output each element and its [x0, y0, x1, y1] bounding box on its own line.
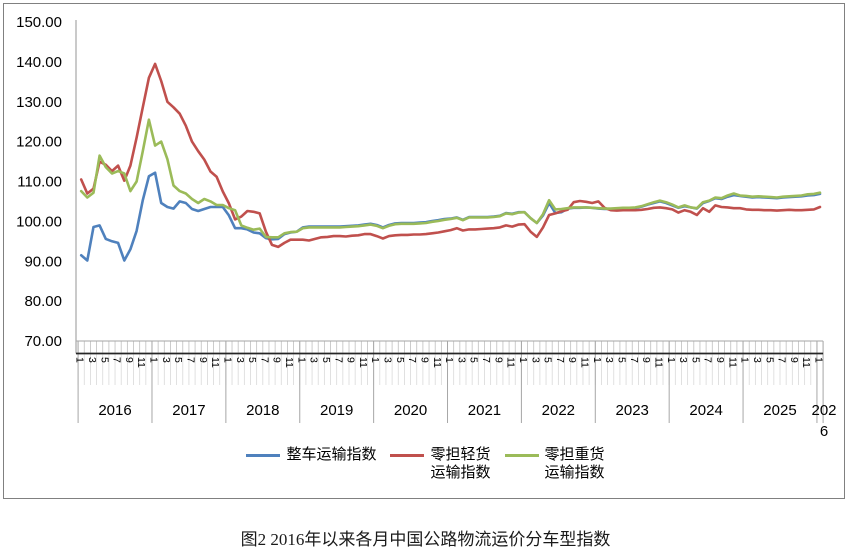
y-axis-label: 100.00	[16, 213, 62, 230]
x-year-label: 2023	[616, 402, 649, 419]
series-line-ltl-light	[79, 62, 822, 249]
x-month-label: 7	[628, 357, 640, 363]
x-year-label: 2019	[320, 402, 353, 419]
x-month-label: 9	[197, 357, 209, 363]
x-month-label: 9	[714, 357, 726, 363]
x-month-label: 5	[98, 357, 110, 363]
x-month-label: 1	[739, 357, 751, 363]
legend-item-ftl-index: 整车运输指数	[246, 446, 376, 482]
y-axis-label: 110.00	[17, 174, 62, 191]
x-month-label: 11	[800, 357, 812, 368]
x-month-label: 9	[418, 357, 430, 363]
x-year-label: 2017	[172, 402, 205, 419]
vehicle-type-index-chart: 150.00 140.00 130.00 120.00 110.00 100.00 90.0…	[3, 3, 845, 499]
x-month-label: 9	[566, 357, 578, 363]
legend-label-ltl-light: 零担轻货 运输指数	[430, 446, 491, 481]
x-month-label: 7	[406, 357, 418, 363]
x-month-label: 7	[111, 357, 123, 363]
chart-frame	[3, 3, 845, 499]
x-year-label: 2025	[763, 402, 796, 419]
x-month-label: 5	[542, 357, 554, 363]
x-month-label: 1	[148, 357, 160, 363]
x-month-label: 5	[468, 357, 480, 363]
x-month-label: 9	[640, 357, 652, 363]
x-month-label: 9	[492, 357, 504, 363]
chart-legend: 整车运输指数 零担轻货 运输指数 零担重货 运输指数	[0, 446, 851, 482]
x-month-label: 7	[332, 357, 344, 363]
x-month-label: 11	[652, 357, 664, 368]
x-month-label: 11	[726, 357, 738, 368]
x-month-label: 3	[677, 357, 689, 363]
legend-label-ftl: 整车运输指数	[286, 446, 377, 463]
x-month-label: 5	[320, 357, 332, 363]
x-year-label: 2018	[246, 402, 279, 419]
figure-caption: 图2 2016年以来各月中国公路物流运价分车型指数	[240, 530, 611, 549]
x-month-label: 9	[123, 357, 135, 363]
y-axis-label: 120.00	[16, 134, 62, 151]
x-month-label: 3	[751, 357, 763, 363]
series-line-ltl-heavy	[79, 118, 822, 239]
x-year-label: 2022	[542, 402, 575, 419]
y-axis-label: 90.00	[24, 253, 62, 270]
x-month-label: 3	[529, 357, 541, 363]
x-month-label: 1	[221, 357, 233, 363]
x-month-label: 5	[689, 357, 701, 363]
legend-item-ltl-heavy-index: 零担重货 运输指数	[504, 446, 605, 482]
x-month-label: 3	[86, 357, 98, 363]
x-month-label: 5	[172, 357, 184, 363]
x-month-label: 3	[308, 357, 320, 363]
x-month-label: 5	[763, 357, 775, 363]
x-month-label: 9	[271, 357, 283, 363]
x-month-label: 7	[702, 357, 714, 363]
x-month-label: 11	[283, 357, 295, 368]
x-year-label: 2024	[689, 402, 722, 419]
x-year-label: 6	[820, 423, 828, 440]
ftl-line-swatch	[246, 454, 281, 457]
x-month-label: 11	[357, 357, 369, 368]
x-month-label: 7	[258, 357, 270, 363]
x-year-label: 2021	[468, 402, 501, 419]
x-month-label: 7	[776, 357, 788, 363]
x-month-label: 7	[185, 357, 197, 363]
x-month-label: 1	[74, 357, 86, 363]
ltl-heavy-line-swatch	[504, 454, 539, 457]
x-month-label: 1	[295, 357, 307, 363]
x-month-label: 1	[517, 357, 529, 363]
x-month-label: 3	[234, 357, 246, 363]
x-year-label: 2020	[394, 402, 427, 419]
x-month-label: 3	[603, 357, 615, 363]
x-month-label: 3	[455, 357, 467, 363]
x-month-label: 11	[579, 357, 591, 368]
x-year-label: 2016	[98, 402, 131, 419]
x-month-label: 7	[554, 357, 566, 363]
x-month-label: 11	[209, 357, 221, 368]
x-year-label: 202	[812, 402, 837, 419]
x-month-label: 5	[394, 357, 406, 363]
x-month-label: 9	[788, 357, 800, 363]
ltl-light-line-swatch	[390, 454, 425, 457]
y-axis-label: 150.00	[16, 14, 62, 31]
x-month-label: 1	[369, 357, 381, 363]
x-month-label: 1	[813, 357, 825, 363]
x-month-label: 1	[443, 357, 455, 363]
x-month-label: 9	[345, 357, 357, 363]
x-month-label: 5	[615, 357, 627, 363]
x-month-label: 3	[382, 357, 394, 363]
x-month-label: 1	[665, 357, 677, 363]
x-month-label: 3	[160, 357, 172, 363]
x-month-label: 11	[431, 357, 443, 368]
x-month-label: 11	[135, 357, 147, 368]
y-axis-label: 130.00	[16, 94, 62, 111]
y-axis-label: 140.00	[16, 54, 62, 71]
x-month-label: 7	[480, 357, 492, 363]
y-axis-label: 70.00	[24, 333, 62, 350]
series-line-ftl	[79, 171, 822, 262]
legend-label-ltl-heavy: 零担重货 运输指数	[544, 446, 605, 481]
x-month-label: 11	[505, 357, 517, 368]
x-month-label: 1	[591, 357, 603, 363]
legend-item-ltl-light-index: 零担轻货 运输指数	[390, 446, 491, 482]
x-month-label: 5	[246, 357, 258, 363]
y-axis-label: 80.00	[24, 293, 62, 310]
